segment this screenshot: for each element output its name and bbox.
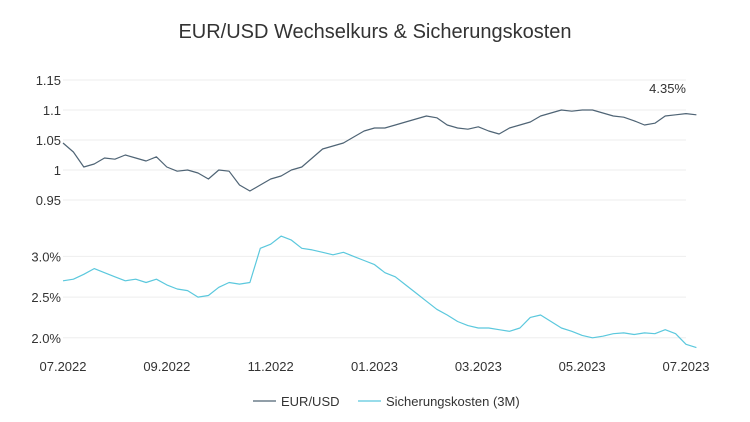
y-tick-label: 2.5% [31, 290, 61, 305]
top-panel-annotation: 4.35% [649, 81, 686, 96]
x-tick-label: 01.2023 [351, 359, 398, 374]
legend-label-sicherungskosten[interactable]: Sicherungskosten (3M) [386, 394, 520, 409]
y-tick-label: 1 [54, 163, 61, 178]
y-tick-label: 3.0% [31, 249, 61, 264]
x-tick-label: 07.2022 [40, 359, 87, 374]
chart-title: EUR/USD Wechselkurs & Sicherungskosten [178, 21, 571, 43]
x-tick-label: 03.2023 [455, 359, 502, 374]
y-tick-label: 2.0% [31, 331, 61, 346]
top-panel-grid [63, 79, 686, 201]
y-tick-label: 1.15 [36, 73, 61, 88]
series-line-sicherungskosten [62, 235, 697, 349]
legend: EUR/USD Sicherungskosten (3M) [253, 394, 520, 409]
y-tick-label: 0.95 [36, 193, 61, 208]
series-line-eurusd [62, 109, 697, 192]
bottom-panel-grid [63, 255, 686, 339]
x-tick-label: 05.2023 [559, 359, 606, 374]
y-tick-label: 1.1 [43, 103, 61, 118]
x-axis: 07.2022 09.2022 11.2022 01.2023 03.2023 05.20… [40, 359, 710, 374]
legend-label-eurusd[interactable]: EUR/USD [281, 394, 340, 409]
x-tick-label: 07.2023 [663, 359, 710, 374]
x-tick-label: 09.2022 [143, 359, 190, 374]
x-tick-label: 11.2022 [248, 359, 294, 374]
bottom-panel-y-axis: 2.0% 2.5% 3.0% [31, 249, 61, 345]
top-panel-y-axis: 0.95 1 1.05 1.1 1.15 [36, 73, 61, 208]
y-tick-label: 1.05 [36, 133, 61, 148]
